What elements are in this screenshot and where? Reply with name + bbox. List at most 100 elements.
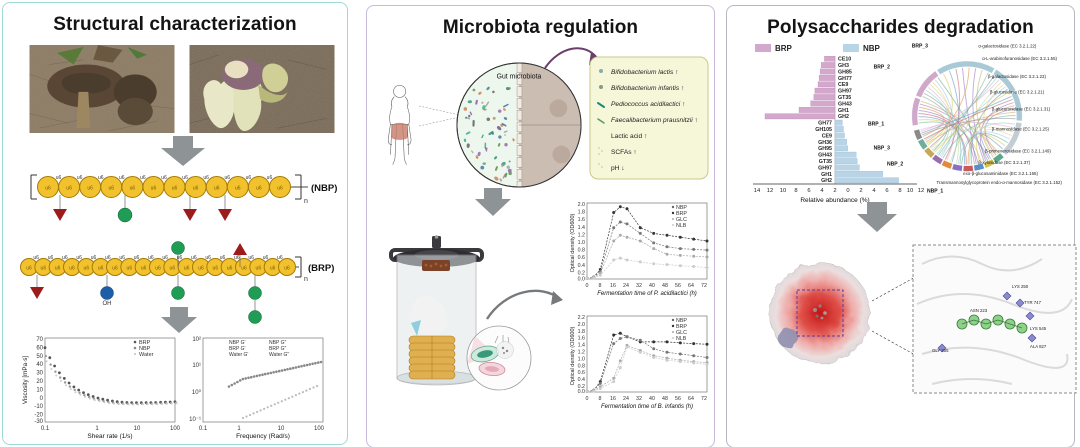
svg-text:u6: u6 bbox=[41, 266, 47, 272]
svg-text:u6: u6 bbox=[256, 266, 262, 272]
svg-text:1.8: 1.8 bbox=[578, 329, 585, 335]
svg-text:u6: u6 bbox=[66, 186, 72, 192]
svg-text:(NBP): (NBP) bbox=[311, 183, 337, 194]
svg-text:30: 30 bbox=[36, 371, 43, 377]
svg-text:Viscosity [mPa·s]: Viscosity [mPa·s] bbox=[22, 356, 29, 404]
svg-text:u6: u6 bbox=[108, 186, 114, 192]
svg-text:u6: u6 bbox=[170, 266, 176, 272]
svg-text:ASN 223: ASN 223 bbox=[970, 308, 988, 313]
svg-text:NLB: NLB bbox=[676, 336, 687, 342]
svg-text:BRP: BRP bbox=[775, 44, 793, 53]
svg-text:10²: 10² bbox=[192, 337, 201, 343]
svg-text:GH105: GH105 bbox=[815, 127, 832, 133]
svg-text:u6: u6 bbox=[84, 266, 90, 272]
svg-text:0: 0 bbox=[40, 396, 44, 402]
svg-text:12: 12 bbox=[767, 188, 773, 194]
svg-text:β-glucuronidase (EC 3.2.1.31): β-glucuronidase (EC 3.2.1.31) bbox=[992, 106, 1051, 111]
svg-text:u6: u6 bbox=[184, 266, 190, 272]
svg-text:20: 20 bbox=[36, 379, 43, 385]
svg-text:CE9: CE9 bbox=[822, 133, 832, 139]
svg-text:32: 32 bbox=[636, 396, 642, 402]
svg-text:1.4: 1.4 bbox=[578, 225, 585, 231]
svg-text:1.8: 1.8 bbox=[578, 210, 585, 216]
svg-text:32: 32 bbox=[636, 283, 642, 289]
svg-text:0.6: 0.6 bbox=[578, 255, 585, 261]
svg-text:GH85: GH85 bbox=[838, 69, 852, 75]
svg-text:100: 100 bbox=[314, 426, 325, 432]
svg-text:u6: u6 bbox=[26, 266, 32, 272]
svg-text:14: 14 bbox=[754, 188, 761, 194]
svg-text:Optical density (OD600): Optical density (OD600) bbox=[570, 213, 576, 272]
svg-text:1: 1 bbox=[237, 426, 241, 432]
svg-text:LYS 250: LYS 250 bbox=[1012, 284, 1029, 289]
svg-text:β-xylosidase (EC 3.2.1.37): β-xylosidase (EC 3.2.1.37) bbox=[978, 160, 1030, 165]
svg-text:48: 48 bbox=[662, 396, 668, 402]
svg-text:BRP_3: BRP_3 bbox=[912, 44, 928, 50]
svg-text:0.2: 0.2 bbox=[578, 270, 585, 276]
svg-text:GH77: GH77 bbox=[818, 121, 832, 127]
svg-text:40: 40 bbox=[36, 362, 43, 368]
svg-text:u6: u6 bbox=[141, 266, 147, 272]
svg-text:Shear rate (1/s): Shear rate (1/s) bbox=[87, 433, 132, 440]
svg-text:u6: u6 bbox=[127, 266, 133, 272]
svg-text:0.1: 0.1 bbox=[199, 426, 208, 432]
svg-text:u6: u6 bbox=[214, 186, 220, 192]
svg-text:GH97: GH97 bbox=[838, 89, 852, 95]
svg-text:0: 0 bbox=[586, 283, 589, 289]
svg-text:u6: u6 bbox=[270, 266, 276, 272]
svg-text:1.6: 1.6 bbox=[578, 217, 585, 223]
svg-text:Bifidobacterium infantis ↑: Bifidobacterium infantis ↑ bbox=[611, 85, 684, 92]
svg-text:0: 0 bbox=[586, 396, 589, 402]
svg-text:24: 24 bbox=[623, 396, 629, 402]
svg-text:10⁰: 10⁰ bbox=[192, 389, 202, 396]
svg-text:CE9: CE9 bbox=[838, 82, 848, 88]
svg-text:0.0: 0.0 bbox=[578, 277, 585, 283]
svg-text:Gut microbiota: Gut microbiota bbox=[497, 74, 542, 81]
svg-text:1.2: 1.2 bbox=[578, 350, 585, 356]
svg-text:β-primeverosidase (EC 3.2.1.14: β-primeverosidase (EC 3.2.1.149) bbox=[985, 148, 1051, 153]
svg-text:24: 24 bbox=[623, 283, 629, 289]
svg-text:16: 16 bbox=[610, 283, 616, 289]
svg-text:8: 8 bbox=[599, 396, 602, 402]
svg-text:n: n bbox=[304, 198, 308, 205]
svg-text:u6: u6 bbox=[172, 186, 178, 192]
svg-text:GT35: GT35 bbox=[819, 159, 832, 165]
svg-text:16: 16 bbox=[610, 396, 616, 402]
svg-text:6: 6 bbox=[807, 188, 810, 194]
svg-text:Fermentation time of P. acidil: Fermentation time of P. acidilactici (h) bbox=[597, 291, 697, 297]
svg-text:NBP_1: NBP_1 bbox=[927, 188, 943, 194]
svg-text:Water G': Water G' bbox=[229, 352, 248, 358]
svg-text:GH36: GH36 bbox=[818, 140, 832, 146]
svg-text:u6: u6 bbox=[98, 266, 104, 272]
svg-text:u6: u6 bbox=[193, 186, 199, 192]
svg-text:0.1: 0.1 bbox=[41, 426, 50, 432]
svg-text:u6: u6 bbox=[241, 266, 247, 272]
svg-text:BRP_1: BRP_1 bbox=[868, 122, 884, 128]
svg-text:100: 100 bbox=[170, 426, 181, 432]
svg-text:8: 8 bbox=[599, 283, 602, 289]
svg-text:GH2: GH2 bbox=[821, 178, 832, 184]
svg-text:n: n bbox=[304, 276, 308, 283]
svg-text:u6: u6 bbox=[45, 186, 51, 192]
svg-text:48: 48 bbox=[662, 283, 668, 289]
svg-text:pH ↓: pH ↓ bbox=[611, 165, 625, 172]
svg-text:u6: u6 bbox=[213, 266, 219, 272]
svg-text:GH3: GH3 bbox=[838, 63, 849, 69]
svg-text:-10: -10 bbox=[34, 404, 43, 410]
svg-text:u6: u6 bbox=[155, 266, 161, 272]
svg-text:10¹: 10¹ bbox=[192, 363, 201, 369]
svg-text:GH1: GH1 bbox=[838, 108, 849, 114]
svg-text:u6: u6 bbox=[277, 186, 283, 192]
svg-text:u6: u6 bbox=[198, 266, 204, 272]
svg-text:u6: u6 bbox=[130, 186, 136, 192]
svg-text:SCFAs ↑: SCFAs ↑ bbox=[611, 149, 637, 156]
svg-text:Pediococcus acidilactici ↑: Pediococcus acidilactici ↑ bbox=[611, 101, 685, 108]
svg-text:40: 40 bbox=[649, 396, 655, 402]
svg-text:64: 64 bbox=[688, 283, 694, 289]
svg-text:β-mannosidase (EC 3.2.1.25): β-mannosidase (EC 3.2.1.25) bbox=[992, 126, 1050, 131]
svg-text:10: 10 bbox=[780, 188, 786, 194]
svg-text:GH97: GH97 bbox=[818, 165, 832, 171]
svg-text:50: 50 bbox=[36, 354, 43, 360]
svg-text:2.0: 2.0 bbox=[578, 322, 585, 328]
svg-text:1.0: 1.0 bbox=[578, 240, 585, 246]
